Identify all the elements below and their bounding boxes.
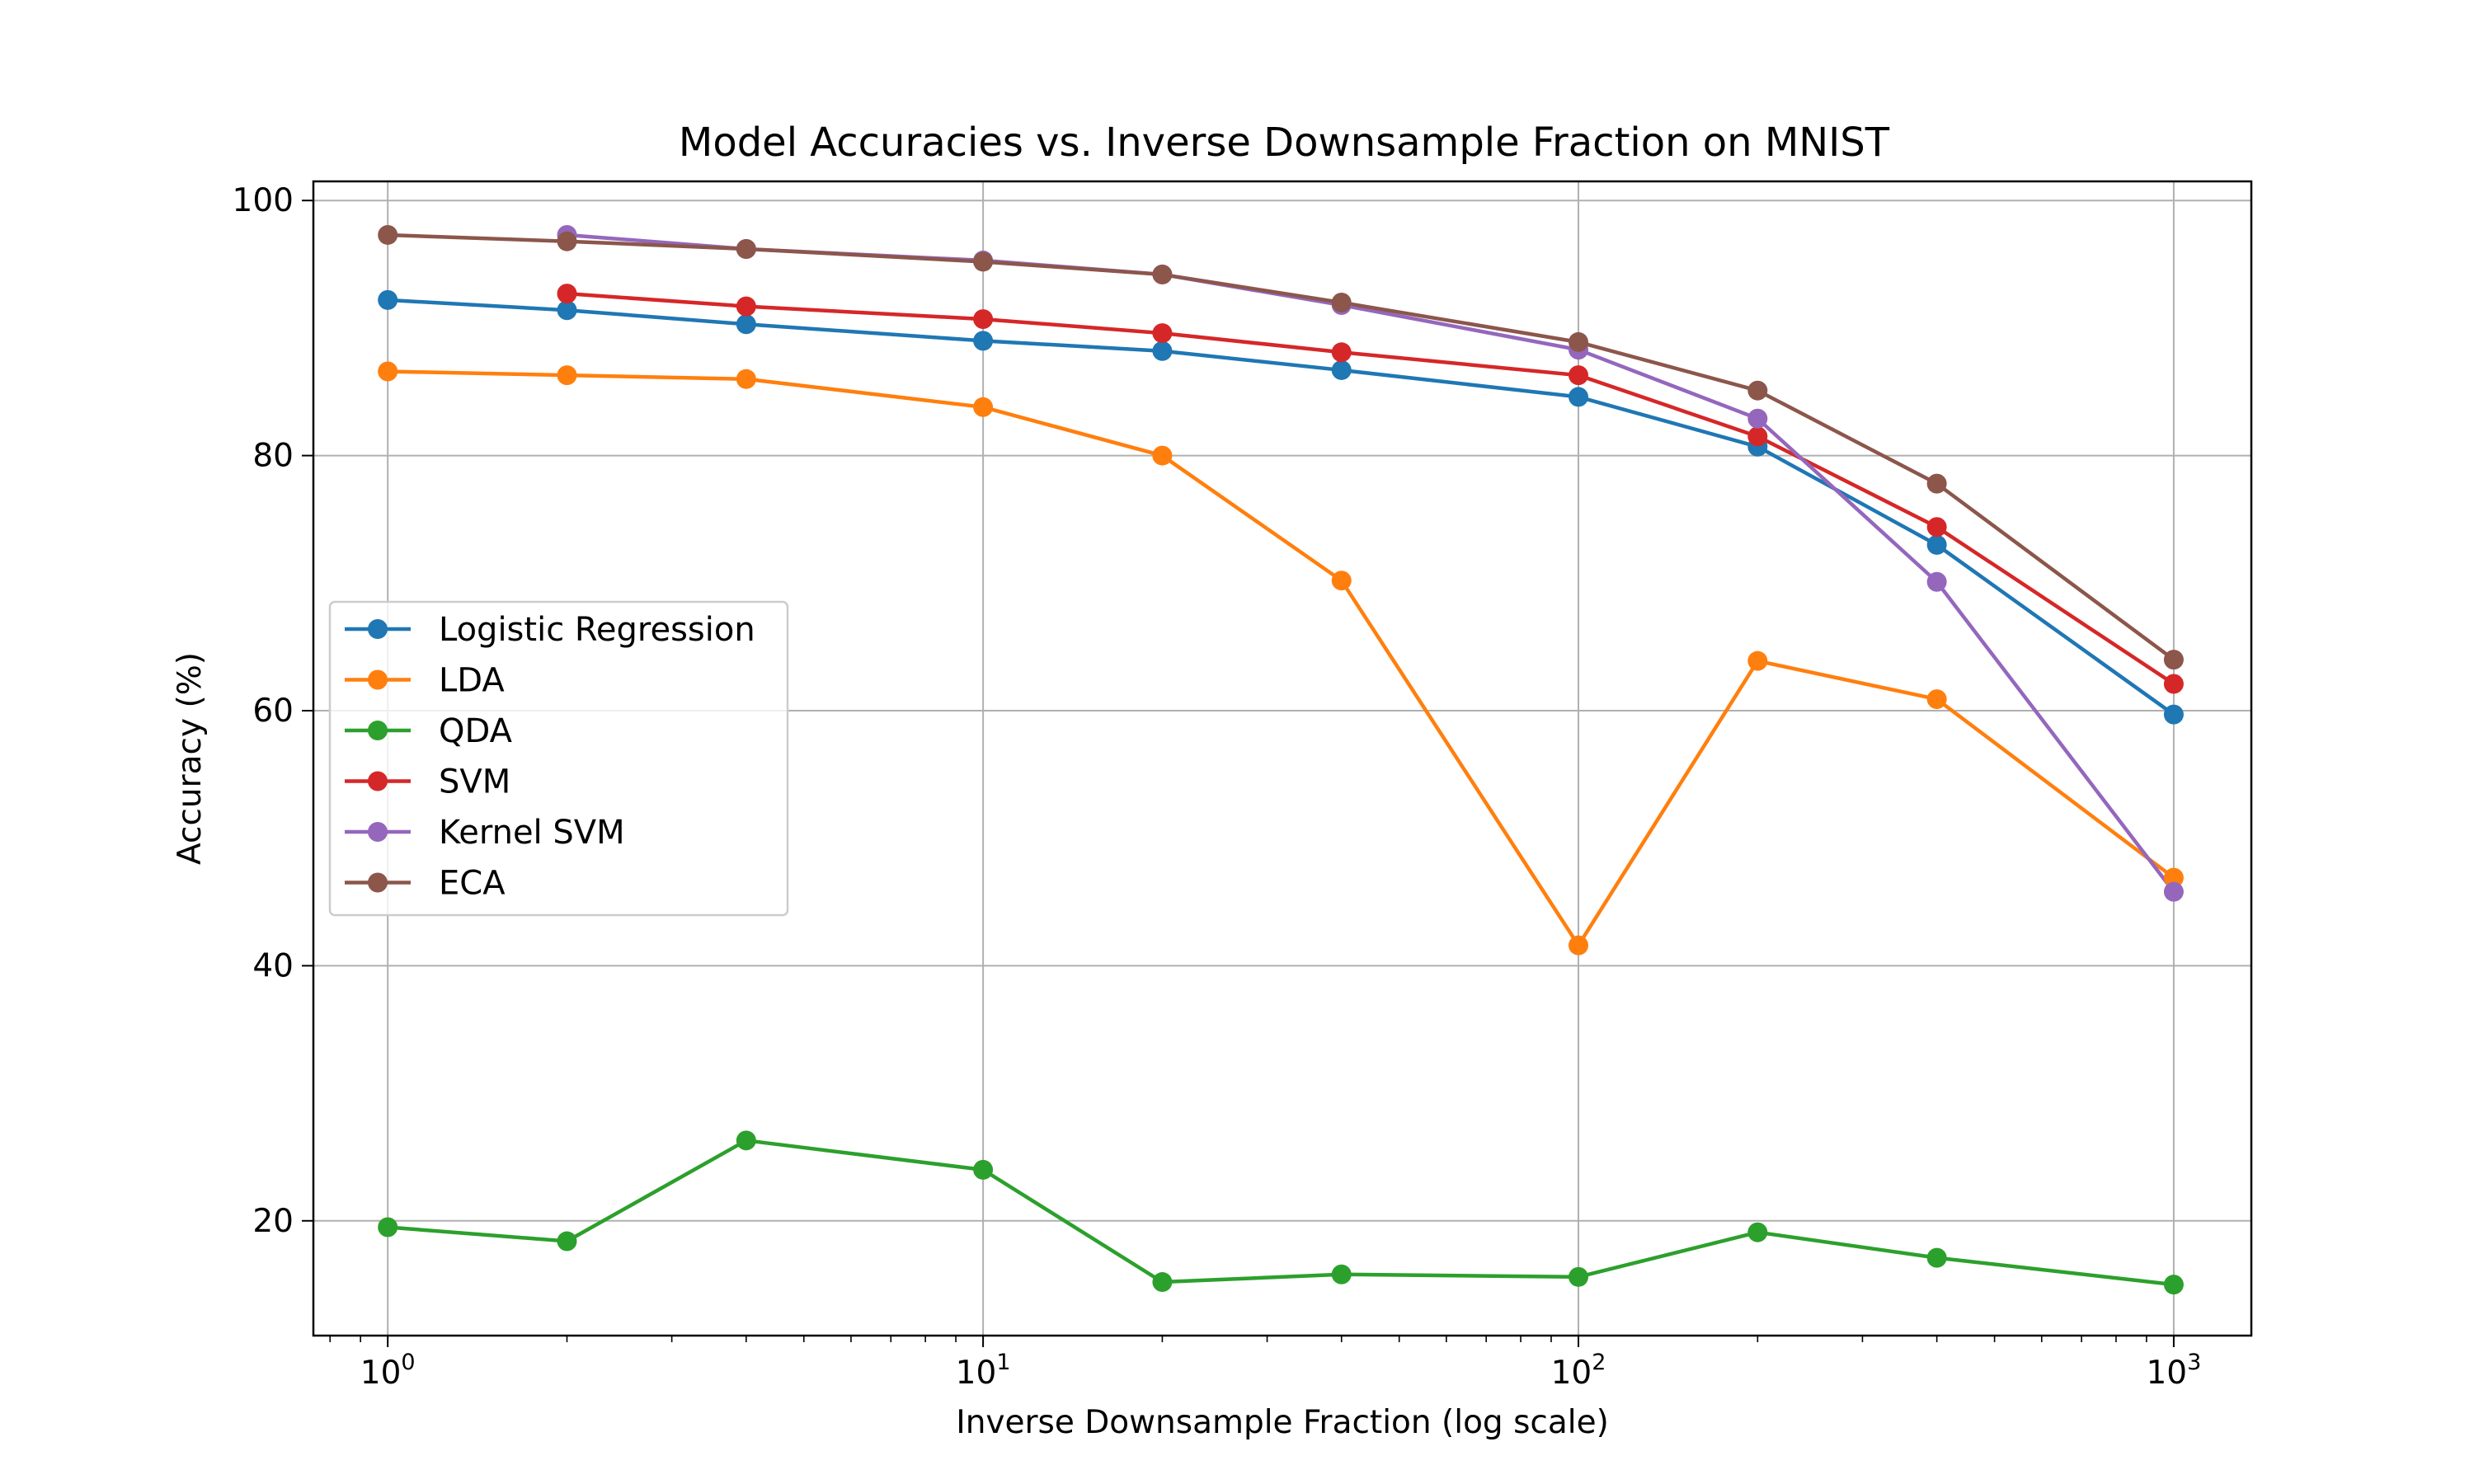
plot-frame	[312, 180, 2253, 1337]
data-point-eca	[1152, 264, 1173, 284]
data-point-kernel-svm	[2163, 881, 2184, 902]
y-axis-ticks: 20 40 60 80 100	[233, 182, 313, 1240]
data-point-svm	[1331, 342, 1352, 363]
chart-title: Model Accuracies vs. Inverse Downsample …	[679, 120, 1890, 166]
data-point-lda	[2163, 867, 2184, 888]
data-point-qda	[557, 1231, 577, 1252]
data-point-lda	[1152, 445, 1173, 466]
x-tick-label-exponent: 1	[996, 1350, 1010, 1375]
legend-marker-svm	[368, 771, 388, 791]
data-point-eca	[1926, 473, 1947, 494]
x-tick-label-exponent: 2	[1592, 1350, 1606, 1375]
data-point-eca	[557, 231, 577, 251]
x-tick-label-exponent: 0	[401, 1350, 415, 1375]
data-point-svm	[1569, 365, 1589, 386]
data-point-svm	[2163, 674, 2184, 694]
data-point-lda	[973, 397, 994, 417]
legend-marker-qda	[368, 721, 388, 740]
data-point-qda	[1569, 1266, 1589, 1287]
x-tick-label: 102	[1551, 1350, 1606, 1392]
data-point-lda	[557, 365, 577, 386]
data-point-lda	[736, 369, 756, 389]
y-tick-label: 20	[252, 1203, 294, 1240]
legend-label-qda: QDA	[439, 712, 513, 750]
data-point-eca	[1569, 331, 1589, 352]
data-point-kernel-svm	[1747, 408, 1768, 429]
y-axis-label: Accuracy (%)	[172, 652, 209, 865]
data-point-eca	[378, 224, 398, 245]
series-line-qda	[388, 1139, 2175, 1287]
data-point-logistic-regression	[1569, 387, 1589, 407]
legend-frame	[328, 600, 789, 917]
data-point-svm	[736, 296, 756, 317]
data-point-logistic-regression	[1331, 359, 1352, 380]
data-point-svm	[1152, 323, 1173, 344]
series-line-lda	[388, 369, 2175, 947]
y-tick-label: 100	[233, 182, 294, 219]
data-point-logistic-regression	[2163, 704, 2184, 725]
data-point-eca	[2163, 650, 2184, 670]
legend-marker-lda	[368, 669, 388, 690]
x-tick-label: 103	[2146, 1350, 2201, 1392]
legend-label-kernel-svm: Kernel SVM	[439, 814, 625, 852]
legend: Logistic Regression LDA QDA SVM Kernel SVM EC…	[328, 600, 789, 917]
data-point-qda	[378, 1217, 398, 1237]
data-point-qda	[1331, 1264, 1352, 1284]
series-markers	[378, 224, 2184, 1295]
data-point-qda	[1152, 1272, 1173, 1293]
legend-marker-eca	[368, 872, 388, 893]
data-point-qda	[973, 1159, 994, 1180]
x-axis-ticks: 100 101 102 103	[329, 1336, 2201, 1392]
data-point-lda	[1331, 571, 1352, 591]
data-point-logistic-regression	[973, 331, 994, 351]
data-point-lda	[1569, 935, 1589, 956]
data-point-svm	[973, 309, 994, 330]
data-point-qda	[2163, 1275, 2184, 1295]
data-point-qda	[1926, 1247, 1947, 1268]
series-line-logistic-regression	[388, 298, 2175, 716]
x-tick-label-base: 10	[956, 1355, 997, 1392]
data-point-eca	[1331, 292, 1352, 312]
grid	[313, 181, 2251, 1336]
x-tick-label: 100	[360, 1350, 416, 1392]
data-point-qda	[736, 1130, 756, 1151]
x-axis-label: Inverse Downsample Fraction (log scale)	[956, 1404, 1609, 1441]
data-point-svm	[557, 284, 577, 304]
series-line-eca	[388, 232, 2175, 661]
data-point-svm	[1926, 517, 1947, 538]
x-tick-label: 101	[956, 1350, 1011, 1392]
y-tick-label: 40	[252, 947, 294, 984]
data-point-logistic-regression	[557, 300, 577, 321]
legend-label-logistic-regression: Logistic Regression	[439, 611, 755, 649]
data-point-lda	[1926, 689, 1947, 710]
x-tick-label-base: 10	[1551, 1355, 1592, 1392]
data-point-logistic-regression	[1152, 340, 1173, 361]
y-tick-label: 60	[252, 693, 294, 730]
data-point-eca	[973, 251, 994, 272]
data-point-lda	[1747, 650, 1768, 671]
x-tick-label-base: 10	[360, 1355, 402, 1392]
legend-label-svm: SVM	[439, 763, 510, 801]
data-point-logistic-regression	[736, 314, 756, 335]
y-tick-label: 80	[252, 438, 294, 475]
x-tick-label-exponent: 3	[2187, 1350, 2201, 1375]
x-tick-label-base: 10	[2146, 1355, 2187, 1392]
data-point-kernel-svm	[1926, 571, 1947, 592]
data-point-eca	[736, 238, 756, 259]
legend-label-eca: ECA	[439, 865, 506, 903]
data-point-eca	[1747, 380, 1768, 401]
legend-marker-logistic-regression	[368, 619, 388, 639]
data-point-svm	[1747, 426, 1768, 447]
data-point-logistic-regression	[1926, 534, 1947, 555]
data-point-logistic-regression	[378, 289, 398, 310]
data-point-qda	[1747, 1222, 1768, 1242]
legend-marker-kernel-svm	[368, 822, 388, 842]
data-point-lda	[378, 361, 398, 382]
legend-label-lda: LDA	[439, 662, 505, 700]
